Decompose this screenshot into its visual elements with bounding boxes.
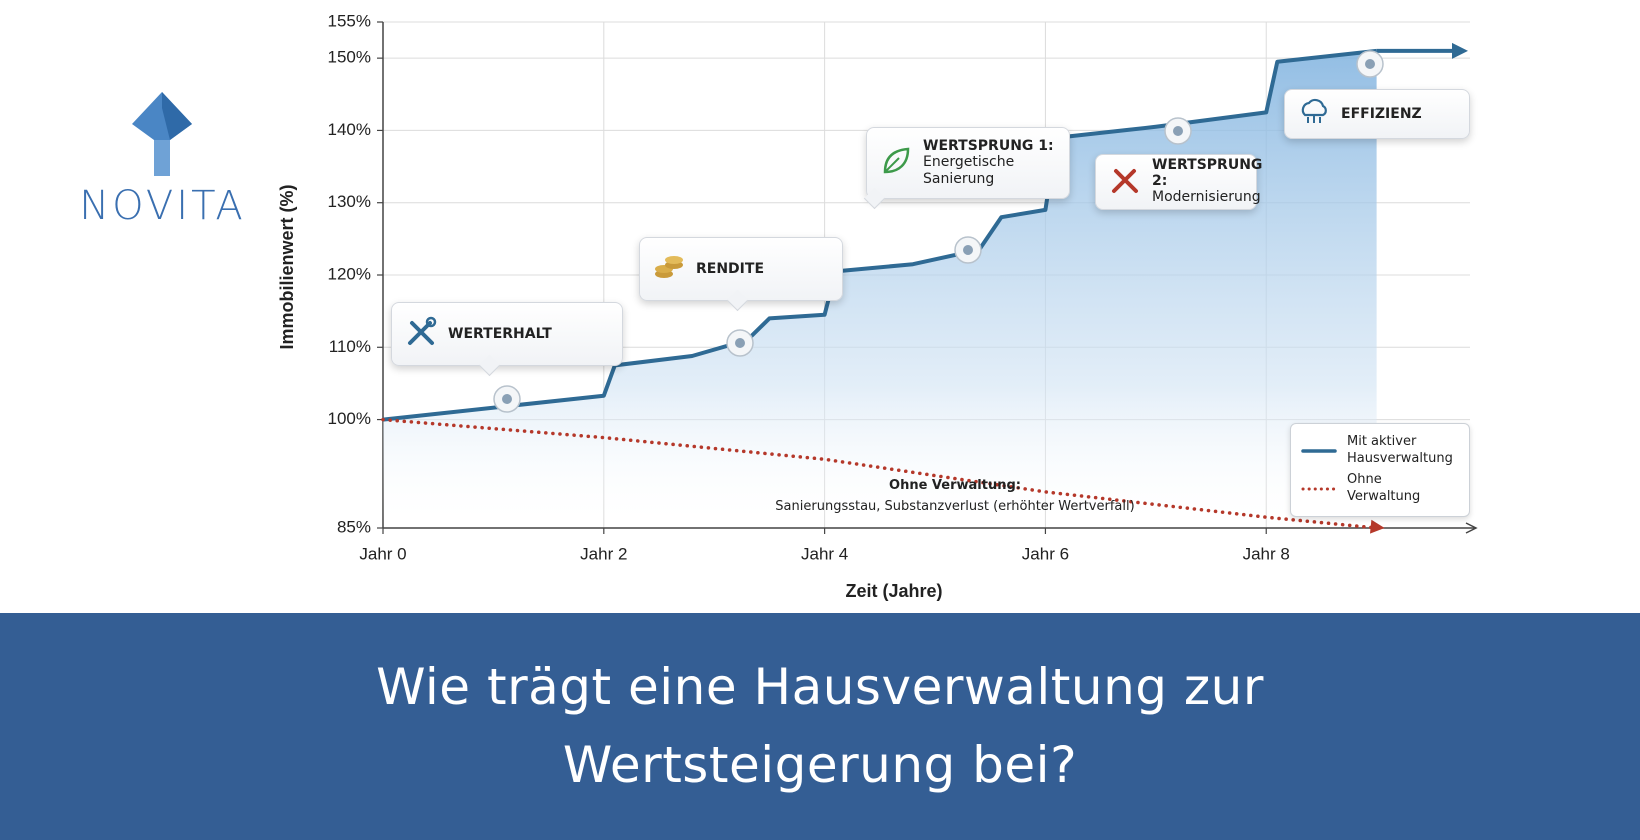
x-tick-label: Jahr 0 bbox=[359, 544, 406, 563]
line bbox=[381, 417, 1379, 530]
milestone-icon bbox=[735, 338, 745, 348]
callout: EFFIZIENZ bbox=[1284, 89, 1470, 139]
x-tick-label: Jahr 6 bbox=[1022, 544, 1069, 563]
x-axis-arrow bbox=[1465, 522, 1478, 534]
x-tick-label: Jahr 2 bbox=[580, 544, 627, 563]
logo-text: NOVITA bbox=[79, 183, 246, 229]
note-title: Ohne Verwaltung: bbox=[889, 478, 1021, 493]
callout-title: WERTERHALT bbox=[448, 326, 552, 342]
callout-icon bbox=[879, 144, 913, 182]
y-tick-label: 150% bbox=[328, 48, 371, 67]
logo: NOVITA bbox=[70, 88, 255, 229]
area bbox=[383, 50, 1377, 529]
legend-label: Ohne Verwaltung bbox=[1347, 471, 1421, 504]
logo-mark bbox=[132, 92, 192, 176]
note-text: Sanierungsstau, Substanzverlust (erhöhte… bbox=[775, 498, 1135, 514]
x-tick-label: Jahr 4 bbox=[801, 544, 848, 563]
milestone-icon bbox=[1365, 59, 1375, 69]
callout-text: WERTSPRUNG 2: Modernisierung bbox=[1152, 157, 1262, 207]
y-tick-label: 100% bbox=[328, 409, 371, 428]
callout-subtitle: Modernisierung bbox=[1152, 189, 1261, 206]
legend-label: Mit aktiver Hausverwaltung bbox=[1347, 434, 1453, 466]
callout-title: WERTSPRUNG 2: bbox=[1152, 157, 1263, 190]
arrow-head bbox=[1452, 42, 1468, 59]
callout-title: WERTSPRUNG 1: bbox=[923, 137, 1054, 154]
callout-icon bbox=[404, 315, 438, 353]
icon bbox=[1112, 169, 1138, 193]
banner: Wie trägt eine Hausverwaltung zur Wertst… bbox=[0, 613, 1640, 840]
legend-entry: Mit aktiver Hausverwaltung bbox=[1301, 434, 1459, 468]
callout-icon bbox=[652, 250, 686, 288]
milestone-icon bbox=[502, 394, 512, 404]
headline: Wie trägt eine Hausverwaltung zur Wertst… bbox=[376, 658, 1264, 794]
y-tick-label: 110% bbox=[329, 337, 371, 356]
callout-text: WERTSPRUNG 1: Energetische Sanierung bbox=[923, 138, 1054, 189]
legend: Mit aktiver Hausverwaltung Ohne Verwaltun… bbox=[1290, 423, 1470, 517]
legend-swatch bbox=[1301, 449, 1337, 453]
annotation-note: Ohne Verwaltung: Sanierungsstau, Substanz… bbox=[720, 476, 1190, 518]
callout-icon bbox=[1297, 95, 1331, 133]
line bbox=[382, 48, 1377, 422]
y-tick-label: 140% bbox=[328, 120, 371, 139]
callout: WERTSPRUNG 2: Modernisierung bbox=[1095, 154, 1262, 210]
x-tick-label: Jahr 8 bbox=[1243, 544, 1290, 563]
milestone-icon bbox=[963, 245, 973, 255]
y-tick-label: 85% bbox=[337, 517, 371, 536]
callout-icon bbox=[1108, 163, 1142, 201]
y-tick-label: 155% bbox=[328, 11, 371, 30]
callout-title: EFFIZIENZ bbox=[1341, 106, 1422, 122]
callout-text: RENDITE bbox=[696, 261, 764, 277]
legend-swatch bbox=[1301, 487, 1337, 491]
callout-subtitle: Energetische Sanierung bbox=[923, 153, 1015, 188]
callout: WERTERHALT bbox=[391, 302, 623, 377]
y-tick-label: 130% bbox=[328, 192, 371, 211]
y-axis-title: Immobilienwert (%) bbox=[277, 184, 297, 349]
arrow-head bbox=[1370, 519, 1385, 534]
icon bbox=[655, 256, 683, 278]
icon bbox=[1301, 98, 1327, 123]
callout-text: WERTERHALT bbox=[448, 326, 552, 342]
legend-entry: Ohne Verwaltung bbox=[1301, 472, 1459, 506]
callout-text: EFFIZIENZ bbox=[1341, 106, 1422, 122]
callout-title: RENDITE bbox=[696, 261, 765, 277]
milestone-icon bbox=[1173, 126, 1183, 136]
icon bbox=[408, 316, 437, 345]
callout: WERTSPRUNG 1: Energetische Sanierung bbox=[863, 127, 1070, 210]
y-tick-label: 120% bbox=[328, 264, 371, 283]
callout: RENDITE bbox=[639, 237, 843, 312]
x-axis-title: Zeit (Jahre) bbox=[845, 581, 942, 601]
icon bbox=[883, 147, 910, 174]
